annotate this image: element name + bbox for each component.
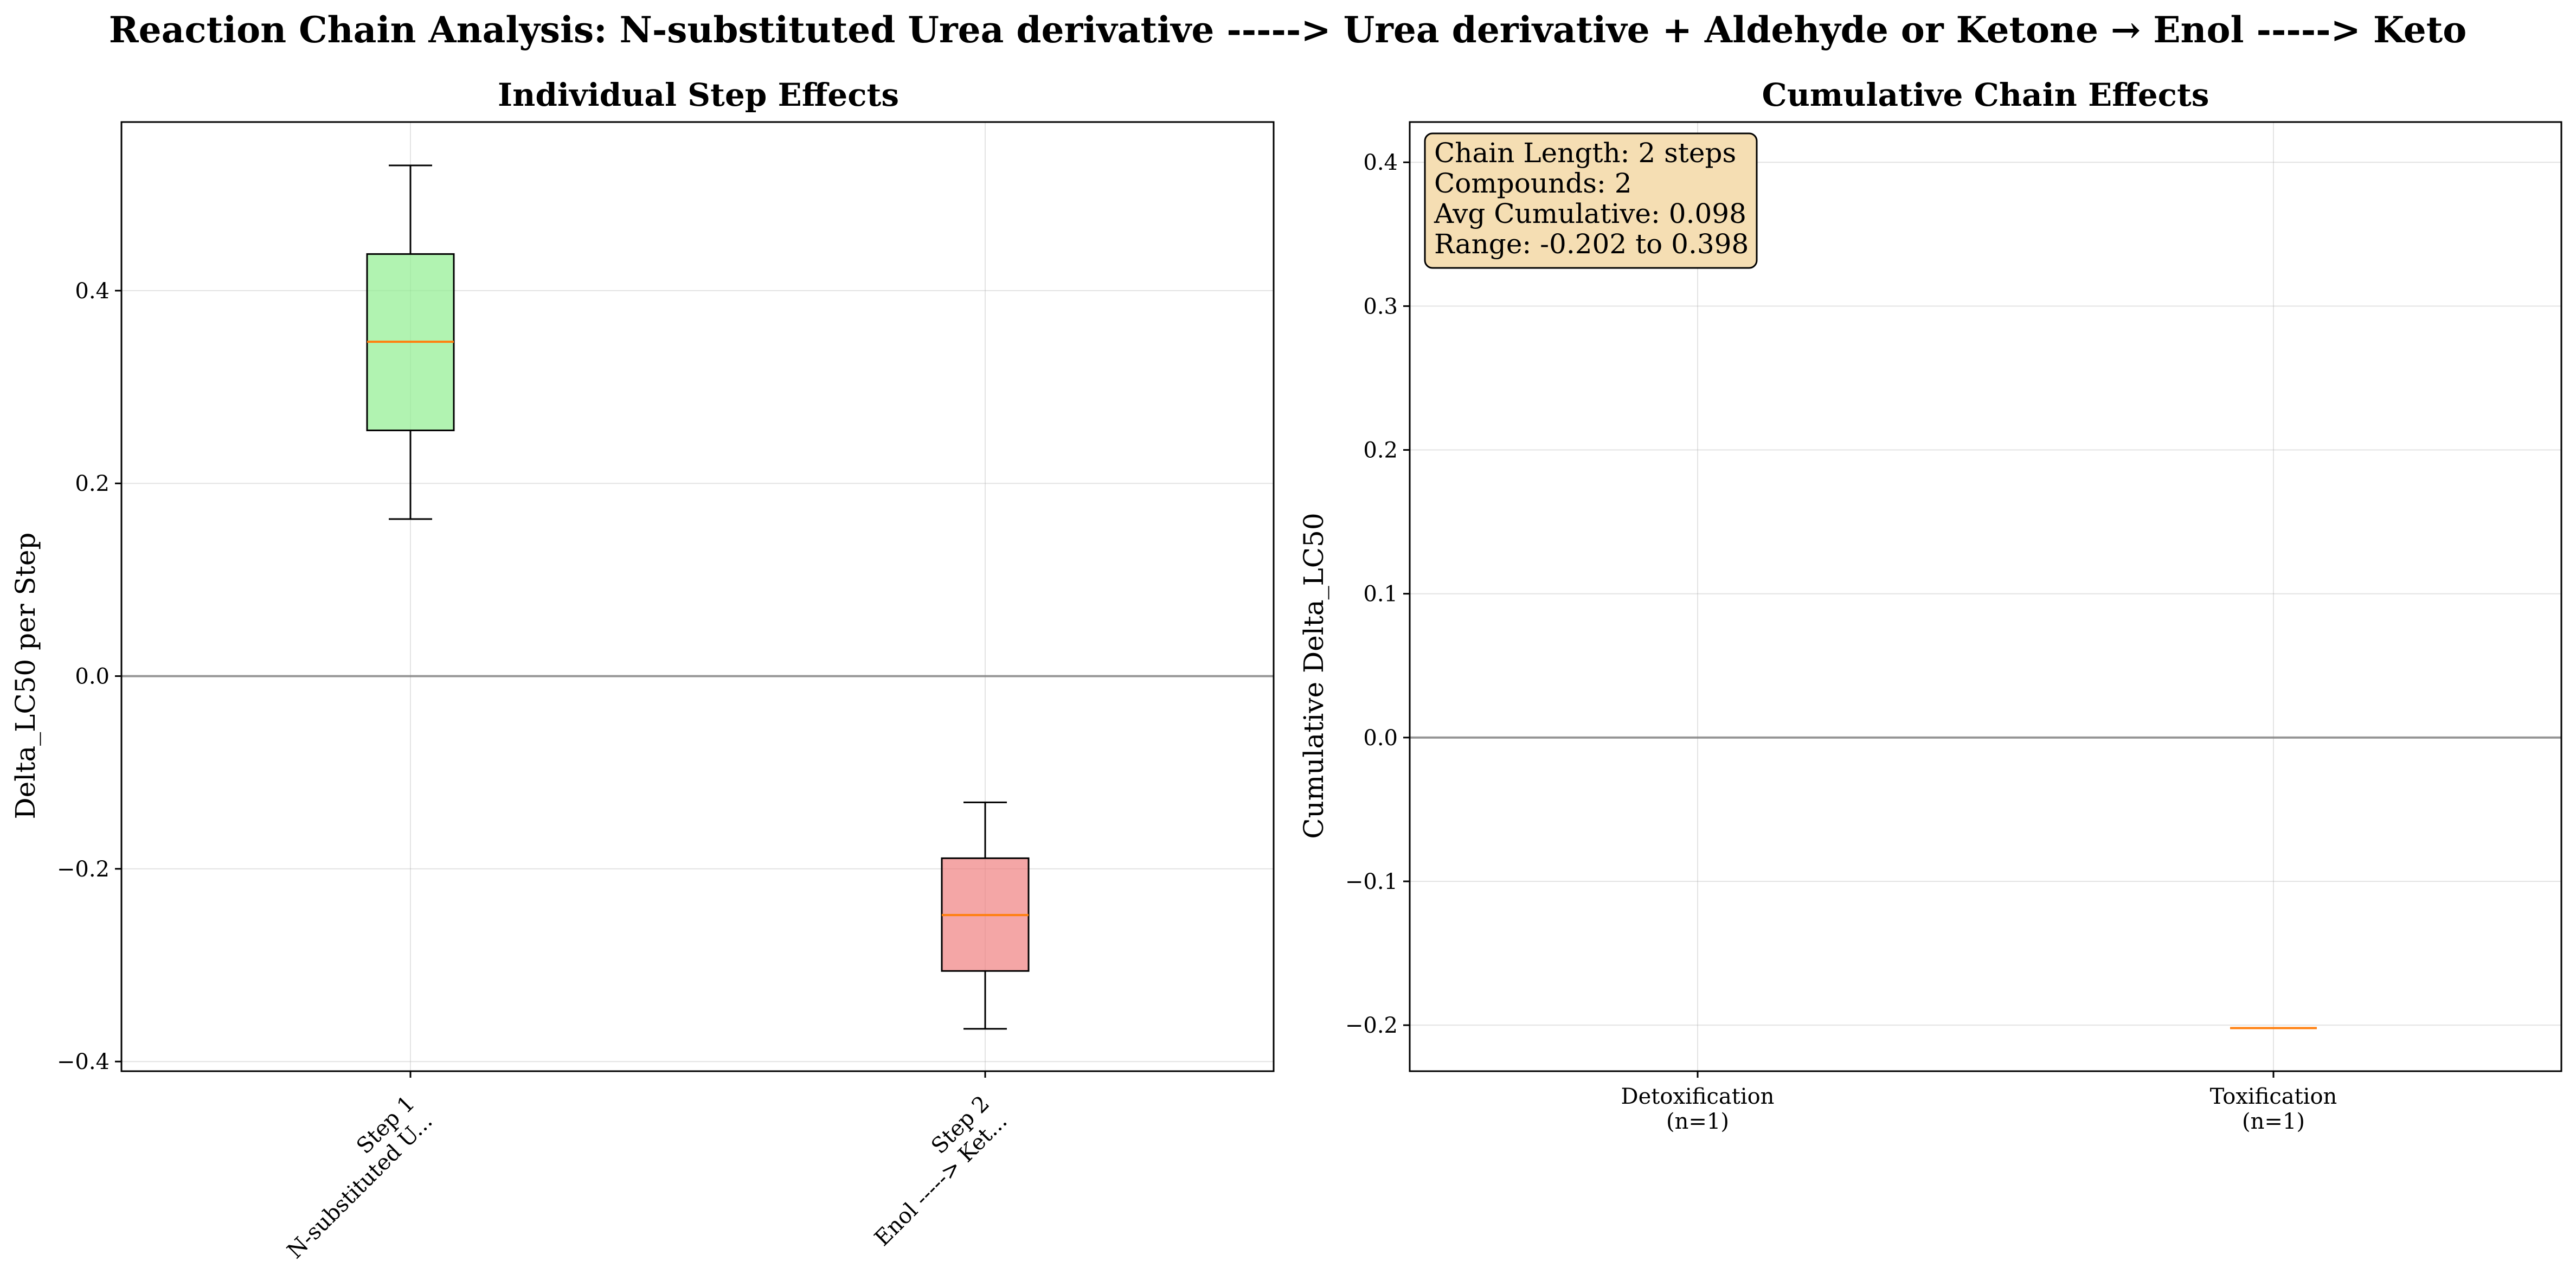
step-effects-title: Individual Step Effects <box>498 76 899 113</box>
step-effects-box-1 <box>366 164 455 520</box>
stats-line-avg-cumulative: Avg Cumulative: 0.098 <box>1434 198 1746 229</box>
cumulative-ylabel: Cumulative Delta_LC50 <box>1298 513 1329 839</box>
cumulative-ytick-label: −0.2 <box>1345 1013 1398 1038</box>
stats-box: Chain Length: 2 steps Compounds: 2 Avg C… <box>1424 132 1758 269</box>
cumulative-xtick-label-line2: (n=1) <box>2242 1109 2305 1134</box>
cumulative-ytick-label: −0.1 <box>1345 869 1398 894</box>
cumulative-yaxis: −0.2 −0.1 0.0 0.1 0.2 0.3 0.4 <box>1345 150 1410 1038</box>
stats-line-range: Range: -0.202 to 0.398 <box>1434 228 1749 260</box>
step-effects-frame <box>120 121 1275 1072</box>
cumulative-ytick-label: 0.2 <box>1363 438 1398 463</box>
step-effects-ytick-label: 0.4 <box>75 279 110 304</box>
stats-line-compounds: Compounds: 2 <box>1434 168 1632 199</box>
step-effects-ytick-label: −0.4 <box>57 1049 110 1074</box>
cumulative-boxes <box>1654 164 2317 1029</box>
cumulative-xtick-label-line2: (n=1) <box>1666 1109 1729 1134</box>
cumulative-title: Cumulative Chain Effects <box>1762 76 2209 113</box>
step-effects-ytick-label: 0.0 <box>75 664 110 689</box>
cumulative-ytick-label: 0.0 <box>1363 726 1398 751</box>
cumulative-ytick-label: 0.4 <box>1363 150 1398 175</box>
step-effects-panel: Individual Step Effects Delta_LC50 per S… <box>10 76 1275 1264</box>
step-effects-xtick-label: Step 1N-substituted U... <box>282 1091 438 1264</box>
step-effects-box-2 <box>941 801 1030 1030</box>
cumulative-ytick-label: 0.3 <box>1363 294 1398 319</box>
cumulative-panel: Cumulative Chain Effects Cumulative Delt… <box>1298 76 2562 1134</box>
cumulative-ytick-label: 0.1 <box>1363 582 1398 607</box>
cumulative-xtick-label-line1: Detoxification <box>1621 1084 1775 1109</box>
stats-box-background <box>1424 132 1758 269</box>
figure-title: Reaction Chain Analysis: N-substituted U… <box>109 9 2466 51</box>
step-effects-ylabel: Delta_LC50 per Step <box>10 533 41 820</box>
step-effects-ytick-label: 0.2 <box>75 471 110 496</box>
cumulative-xtick-label-line1: Toxification <box>2210 1084 2337 1109</box>
stats-line-chain-length: Chain Length: 2 steps <box>1434 137 1736 169</box>
cumulative-frame <box>1409 121 2562 1072</box>
step-effects-boxes <box>366 164 1030 1030</box>
step-effects-gridlines <box>121 122 1274 1071</box>
step-effects-ytick-label: −0.2 <box>57 857 110 882</box>
step-effects-yaxis: −0.4 −0.2 0.0 0.2 0.4 <box>57 279 121 1074</box>
cumulative-xaxis: Detoxification(n=1)Toxification(n=1) <box>1621 1071 2337 1134</box>
step-effects-xtick-label-line2: N-substituted U... <box>282 1109 438 1264</box>
